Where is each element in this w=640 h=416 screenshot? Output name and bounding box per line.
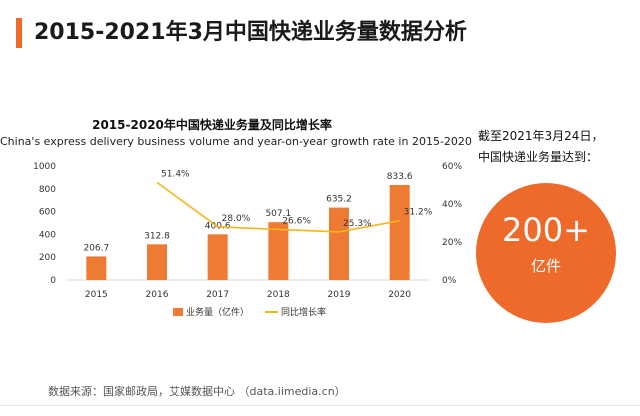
volume-note: 中国快递业务量达到：: [478, 150, 599, 164]
bar: [389, 184, 410, 280]
legend-line-label: 同比增长率: [281, 306, 326, 318]
volume-highlight-circle: 200+ 亿件: [476, 183, 616, 323]
y-right-tick-label: 20%: [442, 238, 462, 248]
x-tick-label: 2018: [267, 290, 290, 300]
line-value-label: 25.3%: [343, 219, 372, 229]
highlight-number: 200+: [502, 211, 590, 249]
x-tick-label: 2020: [388, 290, 411, 300]
y-left-tick-label: 1000: [33, 162, 56, 172]
chart-subtitle: China's express delivery business volume…: [0, 135, 472, 148]
date-note: 截至2021年3月24日，: [478, 129, 604, 143]
y-left-tick-label: 600: [39, 208, 56, 218]
y-right-tick-label: 60%: [442, 162, 462, 172]
bar: [86, 256, 107, 280]
x-tick-label: 2016: [146, 290, 169, 300]
x-tick-label: 2019: [328, 290, 351, 300]
line-value-label: 31.2%: [404, 208, 433, 218]
highlight-unit: 亿件: [530, 257, 561, 275]
x-tick-label: 2017: [206, 290, 229, 300]
bar-value-label: 507.1: [265, 209, 291, 219]
bar: [147, 244, 167, 280]
bar-value-label: 206.7: [83, 243, 109, 253]
bar-value-label: 833.6: [387, 172, 413, 182]
footer-divider: [0, 405, 640, 406]
y-left-tick-label: 200: [39, 253, 56, 263]
bar-value-label: 312.8: [144, 231, 170, 241]
growth-rate-line: [156, 181, 400, 233]
y-left-tick-label: 800: [39, 185, 56, 195]
bar-value-label: 635.2: [326, 195, 352, 205]
chart-title: 2015-2020年中国快递业务量及同比增长率: [92, 118, 332, 132]
y-left-tick-label: 400: [39, 230, 56, 240]
y-right-tick-label: 40%: [442, 200, 462, 210]
legend-bar-swatch: [173, 308, 183, 316]
line-value-label: 28.0%: [222, 214, 251, 224]
line-value-label: 26.6%: [282, 216, 311, 226]
bar: [329, 207, 349, 280]
legend-bar-label: 业务量（亿件）: [186, 306, 249, 318]
title-accent-bar: [16, 18, 22, 48]
data-source: 数据来源：国家邮政局，艾媒数据中心 （data.iimedia.cn）: [48, 385, 346, 398]
combo-chart: 0 200 400 600 800 1000 0% 20% 40% 60% 206.7 2015 312…: [33, 162, 462, 318]
x-tick-label: 2015: [85, 290, 108, 300]
y-right-tick-label: 0%: [442, 276, 457, 286]
line-value-label: 51.4%: [161, 169, 190, 179]
bar: [268, 222, 289, 280]
y-left-tick-label: 0: [50, 276, 56, 286]
bar: [207, 234, 228, 280]
page-title: 2015-2021年3月中国快递业务量数据分析: [34, 20, 467, 45]
